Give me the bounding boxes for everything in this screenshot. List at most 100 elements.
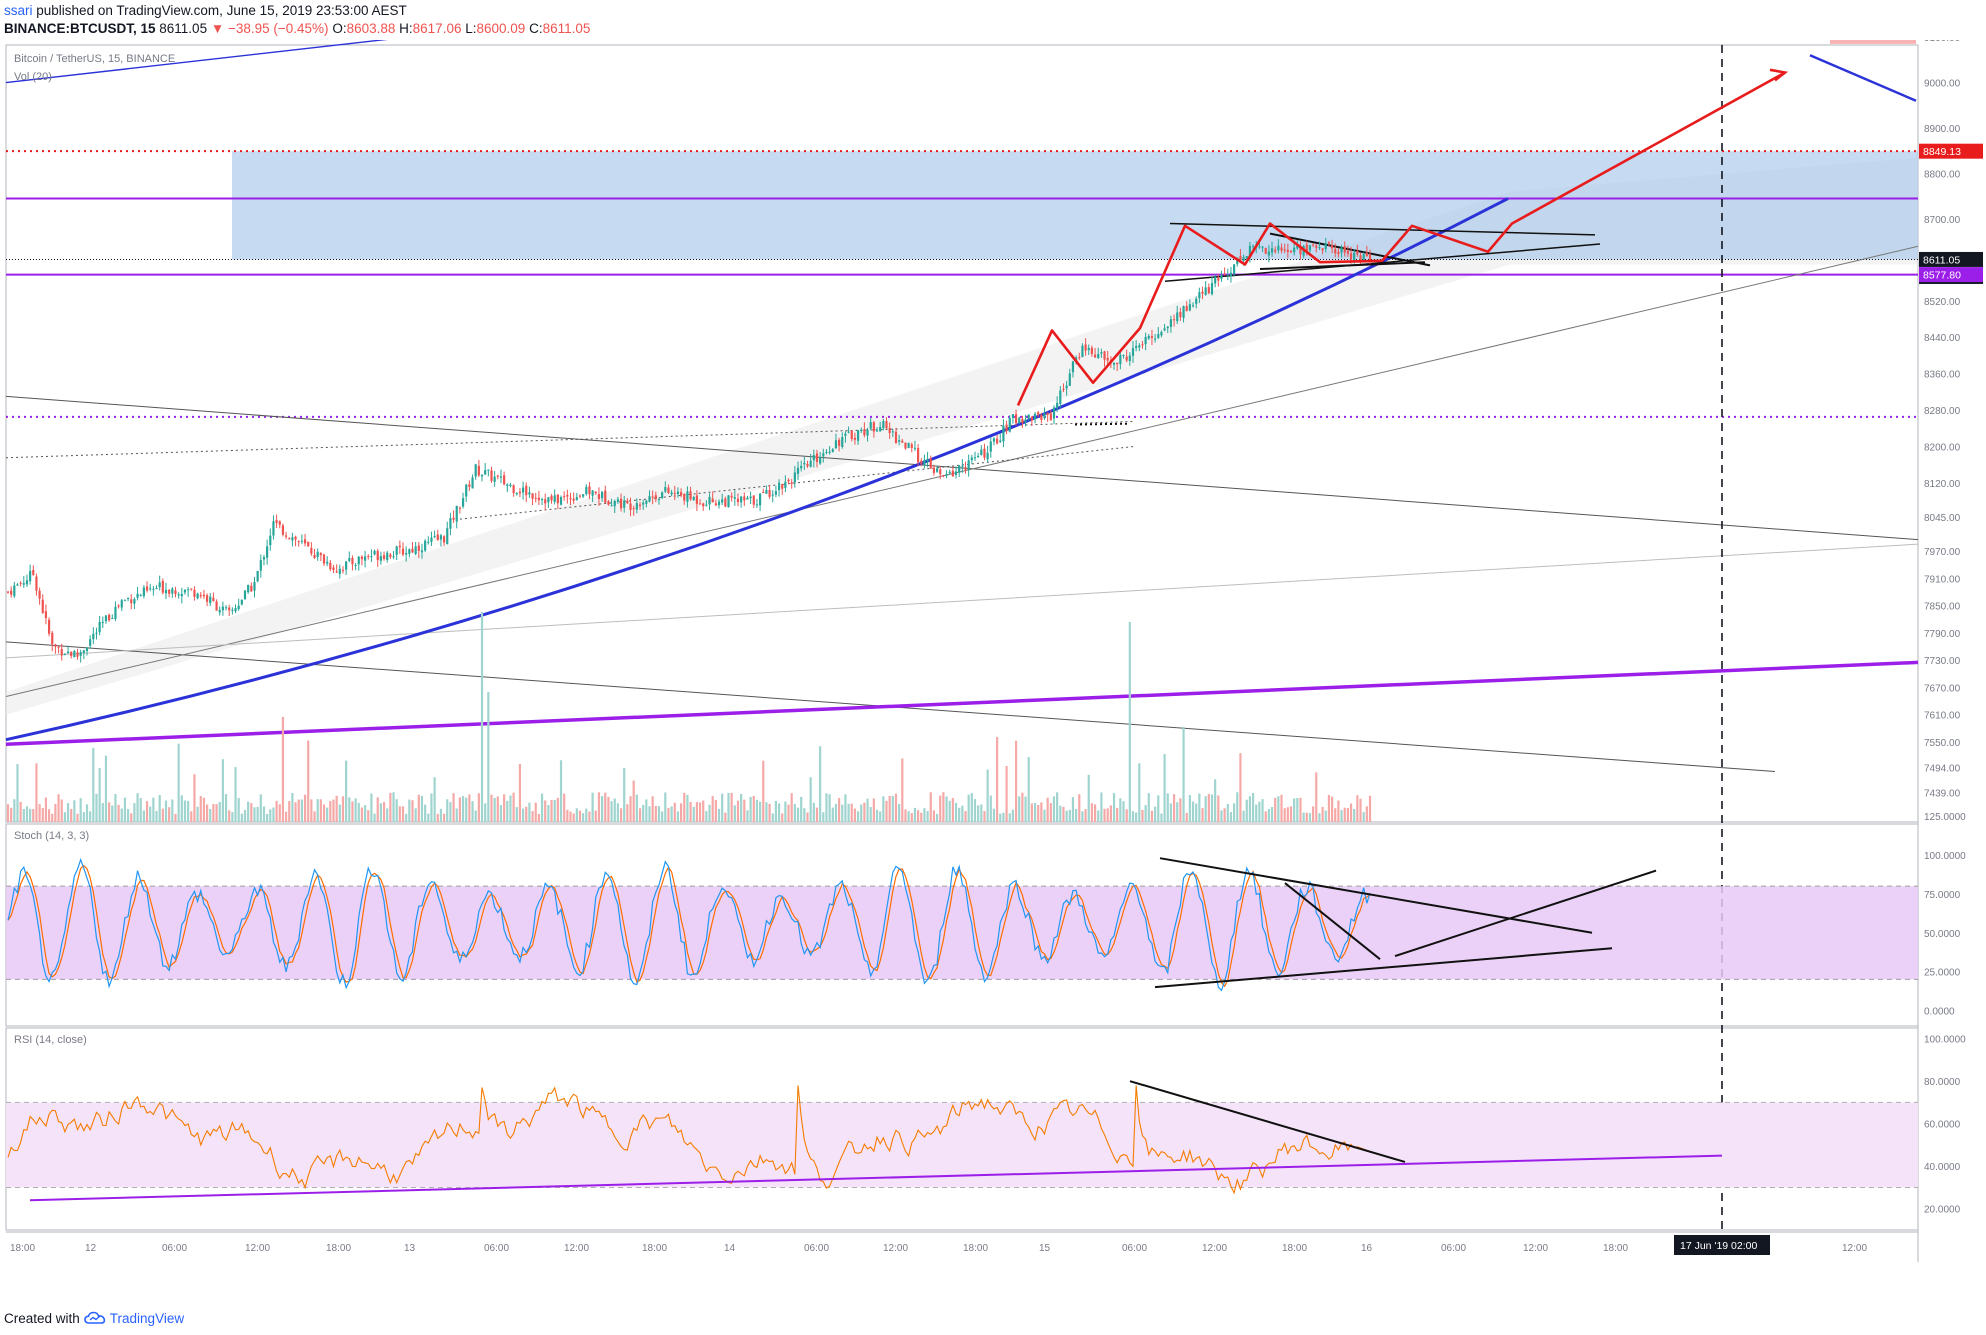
candle — [948, 471, 951, 474]
volume-bar — [926, 811, 929, 822]
volume-bar — [755, 799, 759, 822]
volume-bar — [1169, 803, 1173, 822]
volume-bar — [1201, 808, 1204, 822]
candle — [161, 580, 164, 593]
volume-bar — [338, 804, 341, 822]
volume-bar — [1147, 793, 1150, 822]
volume-bar — [695, 802, 699, 822]
candle — [326, 561, 329, 564]
volume-bar — [98, 767, 101, 822]
candle — [433, 536, 436, 538]
candle — [386, 552, 389, 560]
candle — [218, 609, 221, 613]
candle — [1251, 246, 1255, 248]
candle — [692, 496, 695, 500]
volume-bar — [126, 809, 130, 822]
volume-bar — [79, 798, 82, 822]
triangle-top — [1169, 222, 1596, 236]
volume-bar — [721, 793, 724, 822]
volume-bar — [667, 807, 670, 822]
red-dotted-level-label: 8849.13 — [1923, 146, 1961, 158]
tradingview-brand[interactable]: TradingView — [109, 1310, 185, 1326]
candle — [752, 495, 755, 505]
volume-bar — [35, 763, 38, 822]
candle — [1027, 414, 1030, 420]
volume-bar — [1198, 793, 1201, 822]
candle — [727, 495, 730, 508]
candle — [537, 497, 540, 501]
candle — [582, 494, 585, 497]
volume-bar — [1093, 804, 1097, 822]
candle — [1018, 417, 1021, 423]
volume-bar — [117, 804, 120, 822]
author-link[interactable]: ssari — [4, 3, 33, 18]
volume-bar — [648, 806, 651, 822]
candle — [891, 431, 894, 433]
volume-bar — [1109, 805, 1112, 822]
volume-bar — [961, 805, 964, 822]
volume-bar — [164, 800, 168, 822]
candle — [1141, 344, 1144, 346]
candle — [183, 589, 187, 593]
volume-bar — [389, 792, 392, 822]
volume-bar — [664, 792, 667, 822]
volume-bar — [1214, 779, 1217, 822]
volume-bar — [796, 807, 800, 822]
candle — [300, 540, 303, 542]
candle — [1349, 253, 1353, 260]
candle — [231, 609, 234, 611]
candle — [458, 507, 461, 509]
volume-bar — [85, 804, 89, 822]
price-tick: 8120.00 — [1924, 479, 1961, 490]
candle — [1087, 347, 1090, 351]
volume-bar — [506, 800, 509, 822]
volume-bar — [939, 795, 942, 822]
candle — [1337, 251, 1340, 255]
candle — [1261, 246, 1264, 248]
volume-bar — [657, 806, 661, 822]
candle — [838, 439, 841, 446]
candle — [654, 495, 657, 500]
candle — [1176, 312, 1179, 322]
volume-bar — [177, 743, 180, 822]
volume-bar — [487, 692, 490, 822]
candle — [490, 470, 493, 481]
candle — [534, 497, 537, 499]
volume-bar — [822, 812, 825, 822]
volume-bar — [281, 717, 285, 822]
volume-bar — [1293, 798, 1296, 822]
candle — [1093, 354, 1097, 358]
volume-bar — [752, 795, 755, 822]
candle — [1346, 250, 1349, 254]
volume-bar — [480, 612, 484, 822]
volume-bar — [47, 809, 51, 822]
volume-bar — [888, 795, 891, 822]
candle — [1043, 413, 1046, 419]
chart-canvas[interactable]: Bitcoin / TetherUS, 15, BINANCE Vol (20) 9… — [0, 40, 1986, 1330]
volume-bar — [370, 793, 373, 822]
volume-bar — [1131, 811, 1135, 822]
volume-bar — [759, 801, 762, 822]
candle — [196, 593, 199, 599]
candle — [828, 451, 831, 453]
volume-bar — [970, 793, 973, 822]
candle — [1056, 402, 1059, 409]
candle — [199, 595, 202, 597]
volume-bar — [1207, 793, 1210, 822]
volume-bar — [629, 796, 632, 822]
candle — [332, 567, 335, 571]
publish-info: published on TradingView.com, June 15, 2… — [36, 3, 407, 18]
price-tick: 7790.00 — [1924, 629, 1961, 640]
volume-bar — [616, 803, 619, 822]
candle — [382, 555, 386, 559]
close-label: C: — [529, 21, 543, 36]
volume-bar — [108, 802, 111, 822]
volume-bar — [1037, 804, 1040, 822]
volume-bar — [284, 811, 288, 822]
price-tick: 7494.00 — [1924, 763, 1961, 774]
volume-bar — [1318, 813, 1321, 822]
volume-bar — [461, 796, 465, 822]
price-tick: 8360.00 — [1924, 370, 1961, 381]
stoch-trendline-4 — [1394, 869, 1657, 958]
volume-bar — [1046, 797, 1049, 822]
